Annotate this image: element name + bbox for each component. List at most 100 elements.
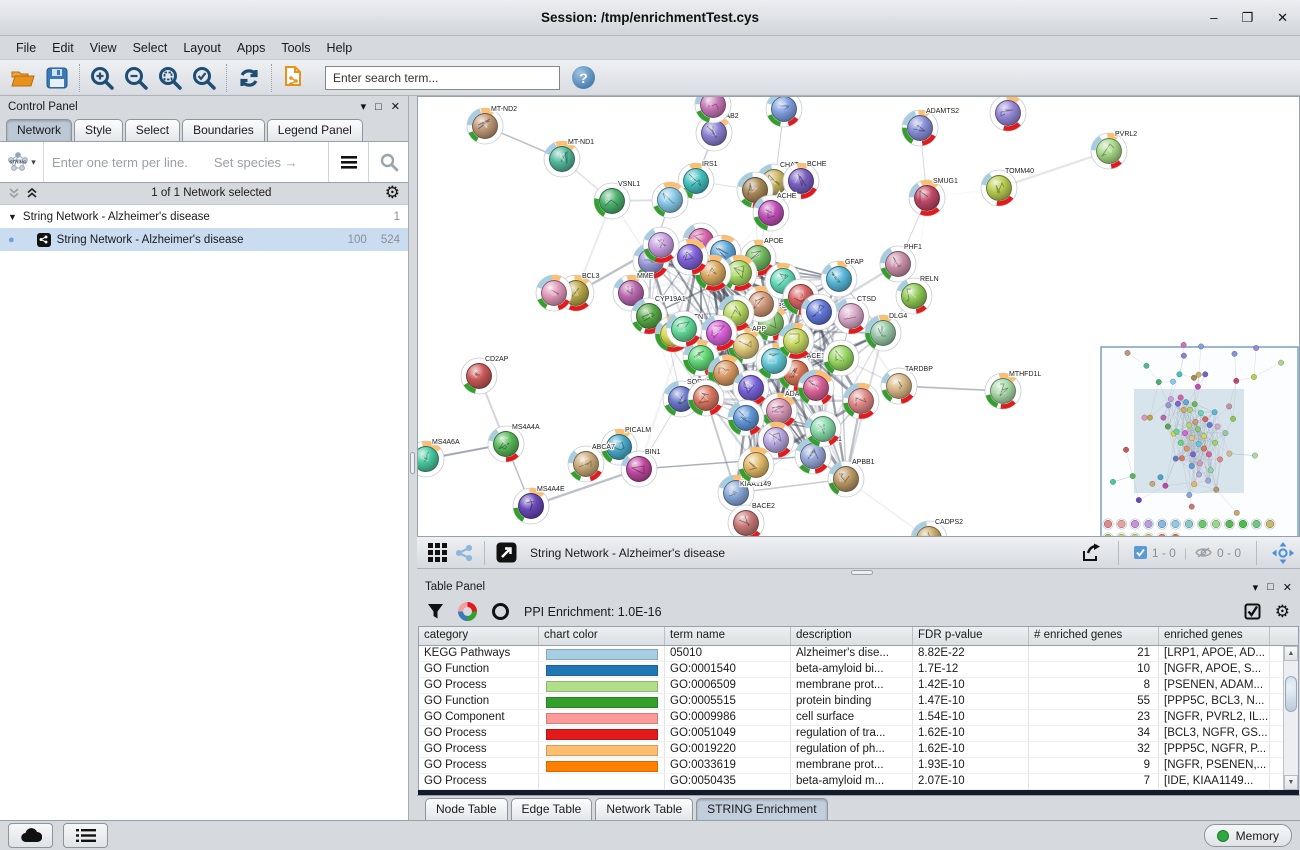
network-node-bace2[interactable]: BACE2 bbox=[727, 502, 776, 537]
network-node[interactable] bbox=[642, 226, 680, 264]
column-header-description[interactable]: description bbox=[791, 627, 913, 645]
network-node-ache[interactable]: ACHE bbox=[752, 192, 798, 232]
network-node-abca7[interactable]: ABCA7 bbox=[567, 443, 616, 483]
network-node-gfap[interactable]: GFAP bbox=[820, 258, 865, 298]
expand-all-icon[interactable] bbox=[26, 187, 38, 199]
network-from-clipboard-icon[interactable] bbox=[277, 62, 311, 94]
enrichment-row[interactable]: GO Function GO:0005515 protein binding 1.47… bbox=[419, 694, 1298, 710]
network-node[interactable] bbox=[800, 293, 838, 331]
string-protein-query-selector[interactable]: STRING ▾ bbox=[0, 142, 44, 182]
network-node-bin1[interactable]: BIN1 bbox=[620, 448, 662, 488]
enrichment-row[interactable]: GO Process GO:0019220 regulation of ph... 1… bbox=[419, 742, 1298, 758]
scrollbar-thumb[interactable] bbox=[1285, 676, 1297, 712]
network-node[interactable] bbox=[737, 446, 775, 484]
network-node-ms4a6a[interactable]: MS4A6A bbox=[418, 438, 461, 478]
tab-string-enrichment[interactable]: STRING Enrichment bbox=[696, 798, 828, 820]
menu-apps[interactable]: Apps bbox=[236, 40, 266, 55]
splitter-handle[interactable] bbox=[410, 452, 415, 474]
grid-view-icon[interactable] bbox=[423, 537, 451, 569]
network-node-dlg4[interactable]: DLG4 bbox=[864, 312, 908, 352]
network-options-gear-icon[interactable]: ⚙ bbox=[384, 183, 400, 202]
network-node[interactable] bbox=[842, 382, 880, 420]
enrichment-row[interactable]: GO Function GO:0001540 beta-amyloid bi... 1… bbox=[419, 662, 1298, 678]
enrichment-row[interactable]: GO Component GO:0009986 cell surface 1.54E-… bbox=[419, 710, 1298, 726]
panel-close-icon[interactable]: ✕ bbox=[1282, 581, 1292, 594]
enrichment-row[interactable]: GO Process GO:0033619 membrane prot... 1.93… bbox=[419, 758, 1298, 774]
network-node-adamts2[interactable]: ADAMTS2 bbox=[901, 107, 960, 147]
panel-menu-icon[interactable]: ▾ bbox=[360, 101, 367, 113]
string-query-input[interactable]: Enter one term per line. Set species → bbox=[44, 142, 328, 182]
network-node[interactable] bbox=[665, 310, 703, 348]
draw-charts-icon[interactable] bbox=[458, 602, 477, 621]
maximize-button[interactable]: ❐ bbox=[1241, 10, 1254, 25]
table-settings-gear-icon[interactable]: ⚙ bbox=[1274, 602, 1290, 621]
open-session-button[interactable] bbox=[6, 62, 40, 94]
tab-style[interactable]: Style bbox=[74, 119, 123, 141]
menu-edit[interactable]: Edit bbox=[52, 40, 74, 55]
vertical-splitter[interactable] bbox=[409, 96, 417, 820]
network-node[interactable] bbox=[687, 379, 725, 417]
network-node-mt-nd1[interactable]: MT-ND1 bbox=[543, 138, 595, 178]
panel-close-icon[interactable]: ✕ bbox=[390, 101, 400, 113]
network-node[interactable] bbox=[694, 97, 732, 124]
network-node-cyp19a1[interactable]: CYP19A1 bbox=[630, 295, 687, 335]
network-node-tomm40[interactable]: TOMM40 bbox=[980, 167, 1035, 207]
menu-layout[interactable]: Layout bbox=[183, 40, 221, 55]
menu-tools[interactable]: Tools bbox=[281, 40, 311, 55]
network-node[interactable] bbox=[804, 410, 842, 448]
network-node-irs1[interactable]: IRS1 bbox=[677, 160, 719, 200]
network-node-pvrl2[interactable]: PVRL2 bbox=[1090, 130, 1138, 170]
network-node[interactable] bbox=[777, 322, 815, 360]
scroll-up-icon[interactable]: ▲ bbox=[1284, 646, 1298, 661]
network-collection-row[interactable]: ▼ String Network - Alzheimer's disease 1 bbox=[0, 205, 408, 228]
tab-edge-table[interactable]: Edge Table bbox=[510, 798, 593, 820]
memory-button[interactable]: Memory bbox=[1203, 824, 1292, 847]
enrichment-row[interactable]: GO Process GO:0051049 regulation of tra...… bbox=[419, 726, 1298, 742]
network-node[interactable] bbox=[822, 339, 860, 377]
tab-network[interactable]: Network bbox=[6, 119, 73, 141]
column-header-term-name[interactable]: term name bbox=[665, 627, 791, 645]
export-network-icon[interactable] bbox=[1081, 543, 1103, 563]
cloud-tasks-button[interactable] bbox=[8, 823, 53, 848]
table-vertical-scrollbar[interactable]: ▲ ▼ bbox=[1283, 646, 1298, 790]
pan-navigate-icon[interactable] bbox=[1272, 541, 1294, 564]
network-node-cadps2[interactable]: CADPS2 bbox=[910, 518, 964, 537]
zoom-selected-icon[interactable] bbox=[187, 62, 221, 94]
network-row[interactable]: ● String Network - Alzheimer's disease 1… bbox=[0, 228, 408, 251]
tab-boundaries[interactable]: Boundaries bbox=[182, 119, 265, 141]
network-node[interactable] bbox=[989, 97, 1027, 132]
network-node-mt-nd2[interactable]: MT-ND2 bbox=[466, 105, 518, 145]
column-header-category[interactable]: category bbox=[419, 627, 539, 645]
network-node[interactable] bbox=[732, 369, 770, 407]
horizontal-splitter[interactable] bbox=[417, 569, 1300, 577]
refresh-icon[interactable] bbox=[232, 62, 266, 94]
network-node[interactable] bbox=[765, 97, 803, 128]
menu-help[interactable]: Help bbox=[326, 40, 353, 55]
column-header-chart-color[interactable]: chart color bbox=[539, 627, 665, 645]
column-header-enriched-genes[interactable]: enriched genes bbox=[1159, 627, 1270, 645]
network-node[interactable] bbox=[757, 421, 795, 459]
task-history-button[interactable] bbox=[63, 823, 108, 848]
table-horizontal-scrollbar[interactable] bbox=[418, 790, 1299, 795]
save-session-button[interactable] bbox=[40, 62, 74, 94]
tab-network-table[interactable]: Network Table bbox=[595, 798, 694, 820]
enrichment-row[interactable]: KEGG Pathways 05010 Alzheimer's dise... 8.8… bbox=[419, 646, 1298, 662]
tab-node-table[interactable]: Node Table bbox=[425, 798, 508, 820]
network-node[interactable] bbox=[727, 399, 765, 437]
network-node-bche[interactable]: BCHE bbox=[782, 160, 828, 200]
string-search-icon[interactable] bbox=[368, 142, 408, 182]
enrichment-row[interactable]: GO Process GO:0050435 beta-amyloid m... 2.0… bbox=[419, 774, 1298, 790]
search-input[interactable] bbox=[325, 65, 560, 90]
network-node-reln[interactable]: RELN bbox=[895, 275, 940, 315]
panel-float-icon[interactable]: □ bbox=[375, 100, 382, 113]
network-canvas[interactable]: MT-ND2 MT-ND1 VSNL1 GAB2 IRS1 CHAT BCHE ACHE ADA… bbox=[417, 96, 1300, 538]
select-columns-icon[interactable] bbox=[1244, 603, 1261, 620]
network-node-mthfd1l[interactable]: MTHFD1L bbox=[984, 370, 1042, 410]
tab-legend-panel[interactable]: Legend Panel bbox=[266, 119, 363, 141]
minimize-button[interactable]: – bbox=[1210, 10, 1218, 25]
menu-select[interactable]: Select bbox=[132, 40, 168, 55]
network-node-vsnl1[interactable]: VSNL1 bbox=[593, 180, 641, 220]
column-header--enriched-genes[interactable]: # enriched genes bbox=[1029, 627, 1159, 645]
network-node-phf1[interactable]: PHF1 bbox=[879, 243, 923, 283]
birds-eye-view[interactable] bbox=[1100, 341, 1299, 537]
